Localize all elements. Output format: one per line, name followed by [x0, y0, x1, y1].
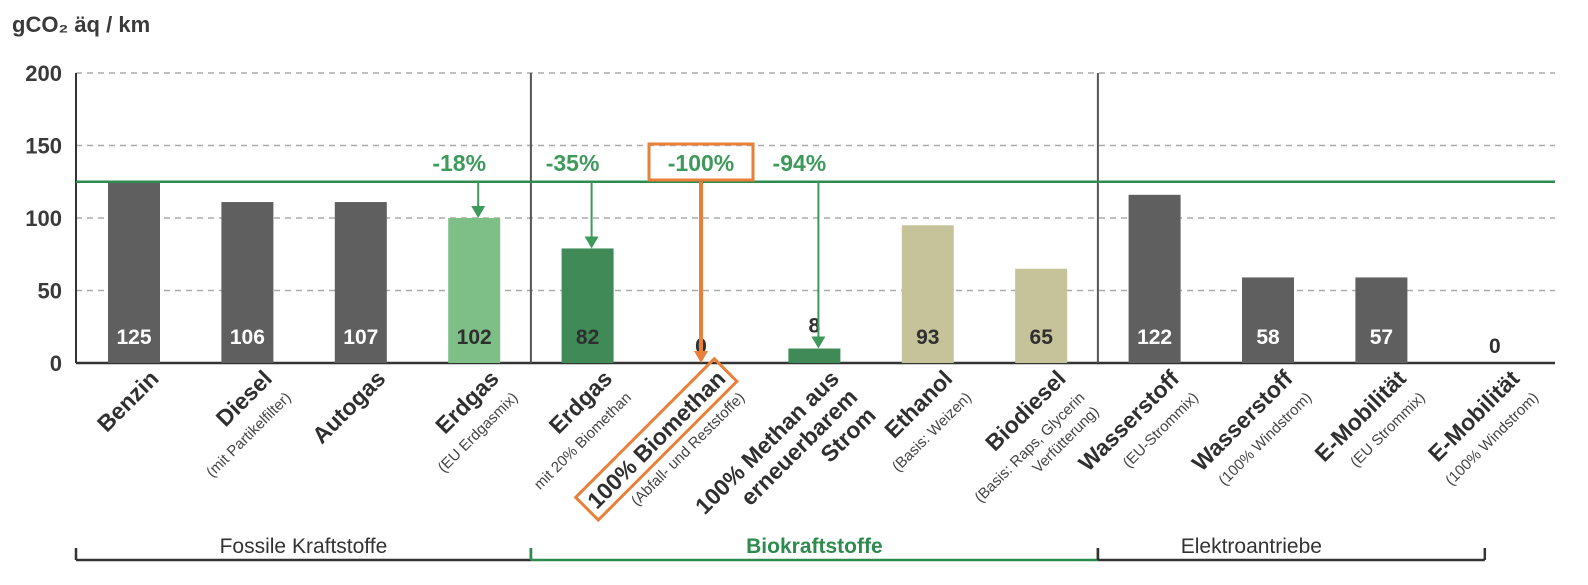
bar [1128, 194, 1181, 363]
category-name: Ethanol [879, 365, 957, 443]
bar [221, 202, 274, 363]
group-dividers [529, 73, 1099, 363]
y-tick-label: 50 [38, 279, 62, 304]
bar [108, 181, 160, 363]
value-label: 93 [916, 326, 939, 349]
category-label-group: Wasserstoff(EU-Strommix) [1073, 365, 1202, 476]
category-label-group: Ethanol(Basis: Weizen) [879, 365, 975, 475]
bar [788, 348, 841, 363]
group-label: Fossile Kraftstoffe [220, 535, 388, 558]
category-label-group: Wasserstoff(100% Windstrom) [1187, 365, 1316, 489]
category-label-group: Benzin [92, 365, 164, 437]
reduction-label: -18% [432, 150, 486, 176]
value-label: 102 [457, 326, 492, 349]
category-name: Autogas [307, 365, 390, 448]
reduction-arrow-head [584, 236, 599, 249]
bars [108, 181, 1408, 363]
bar [334, 202, 387, 363]
category-label-group: Autogas [307, 365, 390, 448]
value-label: 82 [576, 326, 599, 349]
reduction-arrow-head [471, 206, 486, 218]
category-labels: Benzin Diesel(mit Partikelfilter) Autogas E… [92, 356, 1542, 523]
highlight-box-reduction [647, 142, 755, 182]
value-label: 107 [343, 326, 378, 349]
y-tick-label: 100 [25, 206, 62, 231]
y-tick-label: 0 [50, 351, 62, 376]
reduction-arrow-head [811, 336, 826, 349]
bar [1355, 277, 1408, 363]
value-label: 65 [1030, 326, 1054, 349]
y-tick-labels: 0 50 100 150 200 [25, 61, 62, 376]
category-label-group: Biodiesel(Basis: Raps, GlycerinVerfütter… [971, 365, 1102, 506]
group-brackets: Fossile Kraftstoffe Biokraftstoffe Elektro… [74, 535, 1487, 562]
category-label-group: E-Mobilität(100% Windstrom) [1423, 365, 1542, 489]
y-axis-label: gCO₂ äq / km [12, 12, 150, 37]
reduction-arrow-head [694, 351, 708, 363]
highlight-box-category [573, 356, 740, 523]
value-label: 0 [1489, 335, 1501, 358]
category-label-group: Erdgas(EU Erdgasmix) [430, 365, 521, 476]
value-label: 106 [230, 326, 265, 349]
bar [1015, 268, 1068, 363]
value-label: 58 [1256, 326, 1280, 349]
value-labels: 1251061071028208936512258570 [116, 315, 1500, 359]
group-label: Biokraftstoffe [746, 535, 883, 558]
category-name: Benzin [92, 365, 164, 437]
category-label-group: E-Mobilität(EU Strommix) [1309, 365, 1428, 471]
value-label: 122 [1137, 326, 1172, 349]
bar [901, 225, 954, 363]
reduction-label: -94% [773, 150, 827, 176]
y-tick-label: 200 [25, 61, 62, 86]
bar [448, 218, 501, 363]
value-label: 57 [1370, 326, 1393, 349]
reduction-label: -35% [546, 150, 600, 176]
reduction-label: -100% [668, 150, 734, 176]
reduction-arrows: -18% -35% -100% -94% [432, 142, 827, 363]
y-tick-label: 150 [25, 134, 62, 159]
category-label-group: Diesel(mit Partikelfilter) [203, 365, 295, 481]
value-label: 125 [116, 326, 151, 349]
group-label: Elektroantriebe [1181, 535, 1322, 558]
bar [1242, 277, 1294, 363]
bar [561, 248, 614, 363]
